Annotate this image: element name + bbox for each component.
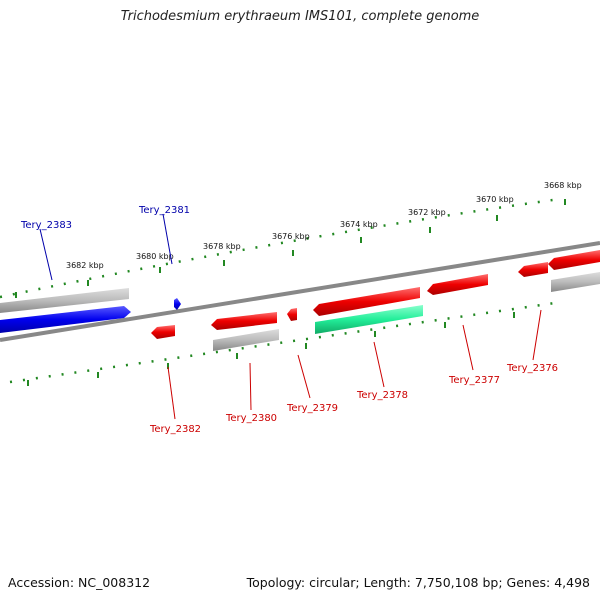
- tick-label: 3674 kbp: [340, 220, 378, 229]
- gene-tery-2379-arrow[interactable]: [287, 308, 297, 321]
- tick-label: 3676 kbp: [272, 232, 310, 241]
- gene-tery-2383-arrow[interactable]: [0, 306, 131, 333]
- tick-label: 3672 kbp: [408, 208, 446, 217]
- tick-label: 3678 kbp: [203, 242, 241, 251]
- accession-text: Accession: NC_008312: [8, 575, 151, 590]
- genome-title: Trichodesmium erythraeum IMS101, complet…: [120, 9, 480, 24]
- outer-major-ticks: [15, 199, 566, 298]
- other-feature-bar: [0, 288, 129, 313]
- gene-label[interactable]: Tery_2382: [149, 424, 201, 435]
- genome-backbone: [0, 241, 600, 342]
- gene-tery-2376-arrow[interactable]: [518, 262, 548, 277]
- outer-tick-ring: [0, 197, 561, 299]
- gene-tery-2381-arrow[interactable]: [174, 298, 181, 310]
- gene-label[interactable]: Tery_2378: [356, 390, 408, 401]
- leader-line: [249, 362, 252, 411]
- leader-line: [162, 213, 173, 265]
- gene-label[interactable]: Tery_2376: [506, 363, 558, 374]
- other-feature-bar: [551, 272, 600, 292]
- gene-label[interactable]: Tery_2380: [225, 413, 277, 424]
- leader-line: [297, 354, 311, 399]
- tick-label: 3680 kbp: [136, 252, 174, 261]
- gene-label[interactable]: Tery_2379: [286, 403, 338, 414]
- gene-label[interactable]: Tery_2383: [20, 220, 72, 231]
- leader-line: [532, 309, 542, 361]
- leader-line: [373, 341, 385, 388]
- gene-tery-2380-arrow[interactable]: [211, 312, 277, 330]
- gene-label[interactable]: Tery_2377: [448, 375, 500, 386]
- tick-label: 3682 kbp: [66, 261, 104, 270]
- tick-label: 3670 kbp: [476, 195, 514, 204]
- gene-tery-2375-arrow[interactable]: [548, 250, 600, 270]
- gene-tery-2382-arrow[interactable]: [151, 325, 175, 339]
- rna-feature-bar: [315, 305, 423, 334]
- tick-label: 3668 kbp: [544, 181, 582, 190]
- gene-label[interactable]: Tery_2381: [138, 205, 190, 216]
- topology-text: Topology: circular; Length: 7,750,108 bp…: [246, 575, 590, 590]
- leader-line: [39, 228, 53, 281]
- leader-line: [462, 324, 474, 371]
- gene-tery-2378-arrow[interactable]: [313, 287, 420, 316]
- gene-tery-2377-arrow[interactable]: [427, 274, 488, 295]
- other-feature-bar: [213, 329, 279, 351]
- leader-line: [167, 366, 176, 420]
